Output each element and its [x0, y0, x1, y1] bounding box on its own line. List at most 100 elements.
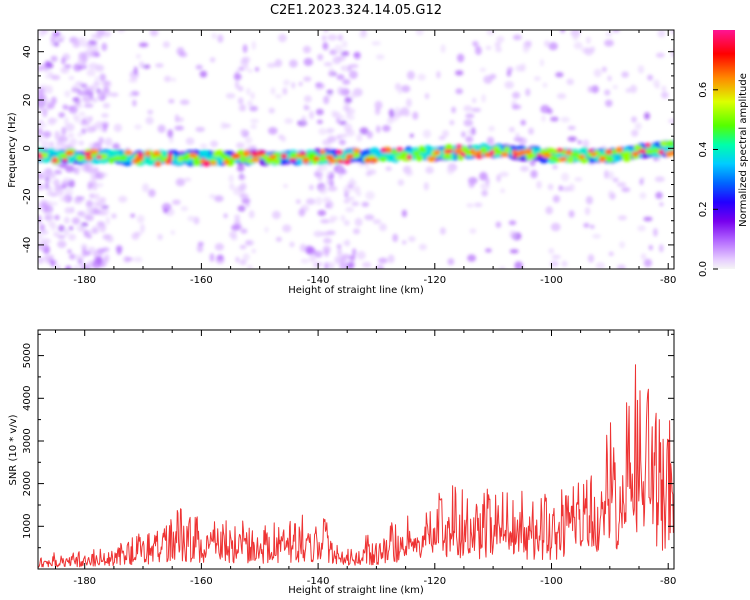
- heatmap-ridge-blob: [167, 156, 173, 162]
- heatmap-speckle: [303, 57, 313, 67]
- heatmap-ridge-blob: [188, 152, 198, 159]
- heatmap-speckle: [338, 120, 347, 126]
- heatmap-speckle: [242, 44, 248, 53]
- heatmap-speckle: [496, 36, 505, 43]
- heatmap-speckle: [467, 254, 477, 262]
- x-tick-label: -160: [190, 275, 213, 286]
- heatmap-speckle: [317, 53, 324, 61]
- heatmap-speckle: [303, 104, 309, 111]
- heatmap-speckle: [608, 251, 614, 256]
- heatmap-speckle: [621, 187, 631, 193]
- heatmap-ridge-blob: [420, 147, 427, 154]
- heatmap-speckle: [655, 83, 660, 90]
- heatmap-speckle: [112, 143, 120, 150]
- heatmap-speckle: [240, 228, 248, 234]
- heatmap-speckle: [231, 234, 238, 241]
- heatmap-speckle: [668, 118, 674, 124]
- heatmap-ridge-blob: [250, 151, 259, 157]
- heatmap-speckle: [67, 132, 75, 138]
- heatmap-speckle: [317, 172, 323, 182]
- heatmap-speckle: [327, 34, 338, 41]
- heatmap-speckle: [51, 74, 61, 81]
- heatmap-y-axis-label: Frequency (Hz): [7, 112, 18, 188]
- heatmap-speckle: [88, 62, 99, 70]
- heatmap-speckle: [511, 104, 522, 110]
- x-tick-label: -140: [307, 275, 330, 286]
- heatmap-ridge-blob: [527, 152, 537, 159]
- heatmap-speckle: [274, 94, 283, 99]
- heatmap-speckle: [272, 210, 281, 220]
- heatmap-ridge-blob: [644, 148, 654, 155]
- heatmap-speckle: [333, 44, 343, 54]
- heatmap-speckle: [284, 118, 294, 124]
- heatmap-speckle: [239, 259, 247, 266]
- heatmap-speckle: [163, 208, 169, 214]
- heatmap-speckle: [249, 105, 258, 112]
- heatmap-speckle: [228, 174, 234, 183]
- heatmap-speckle: [172, 199, 181, 205]
- heatmap-speckle: [518, 137, 527, 146]
- heatmap-speckle: [216, 254, 224, 261]
- heatmap-speckle: [539, 58, 545, 67]
- heatmap-speckle: [237, 85, 244, 92]
- heatmap-speckle: [105, 216, 110, 225]
- heatmap-speckle: [378, 257, 388, 264]
- heatmap-speckle: [401, 209, 408, 218]
- heatmap-speckle: [608, 190, 614, 199]
- heatmap-speckle: [38, 30, 45, 37]
- heatmap-speckle: [356, 133, 363, 142]
- heatmap-speckle: [67, 179, 75, 188]
- heatmap-speckle: [251, 249, 256, 253]
- heatmap-speckle: [57, 240, 67, 249]
- heatmap-speckle: [344, 96, 353, 104]
- heatmap-speckle: [455, 88, 464, 95]
- colorbar: [713, 30, 735, 269]
- heatmap-speckle: [167, 129, 174, 138]
- heatmap-speckle: [142, 183, 150, 193]
- heatmap-ridge-blob: [327, 158, 337, 164]
- heatmap-ridge-blob: [152, 150, 161, 156]
- heatmap-speckle: [346, 114, 355, 121]
- heatmap-speckle: [61, 180, 69, 187]
- heatmap-speckle: [138, 42, 149, 48]
- heatmap-speckle: [44, 253, 55, 260]
- heatmap-speckle: [353, 52, 360, 57]
- heatmap-speckle: [96, 256, 102, 261]
- heatmap-speckle: [96, 30, 105, 36]
- heatmap-speckle: [483, 75, 493, 84]
- heatmap-speckle: [552, 195, 561, 203]
- heatmap-speckle: [479, 171, 488, 181]
- heatmap-speckle: [250, 124, 257, 130]
- heatmap-speckle: [629, 84, 638, 94]
- heatmap-speckle: [49, 201, 58, 206]
- heatmap-speckle: [555, 72, 564, 78]
- heatmap-ridge-blob: [633, 144, 643, 151]
- heatmap-speckle: [545, 206, 553, 215]
- heatmap-speckle: [567, 136, 577, 142]
- heatmap-ridge-blob: [579, 157, 590, 164]
- heatmap-speckle: [306, 198, 316, 205]
- heatmap-speckle: [180, 206, 189, 212]
- heatmap-speckle: [238, 106, 247, 112]
- heatmap-ridge-blob: [489, 149, 496, 155]
- heatmap-speckle: [133, 256, 143, 263]
- heatmap-speckle: [80, 222, 89, 228]
- heatmap-speckle: [64, 207, 72, 214]
- heatmap-speckle: [102, 86, 110, 93]
- heatmap-speckle: [209, 194, 216, 199]
- heatmap-speckle: [472, 41, 477, 46]
- heatmap-speckle: [38, 100, 44, 109]
- heatmap-ridge-blob: [181, 155, 191, 161]
- heatmap-ridge-blob: [167, 152, 173, 158]
- heatmap-speckle: [451, 106, 456, 114]
- heatmap-ridge-blob: [456, 144, 463, 149]
- heatmap-ridge-blob: [591, 151, 597, 157]
- colorbar-ticks: 0.0 0.2 0.4 0.6: [698, 82, 718, 277]
- heatmap-ridge-blob: [257, 150, 266, 156]
- heatmap-speckle: [653, 228, 658, 237]
- heatmap-speckle: [300, 258, 310, 264]
- heatmap-speckle: [356, 250, 366, 260]
- heatmap-speckle: [289, 241, 295, 248]
- heatmap-ridge-blob: [46, 148, 57, 155]
- heatmap-speckle: [45, 85, 53, 94]
